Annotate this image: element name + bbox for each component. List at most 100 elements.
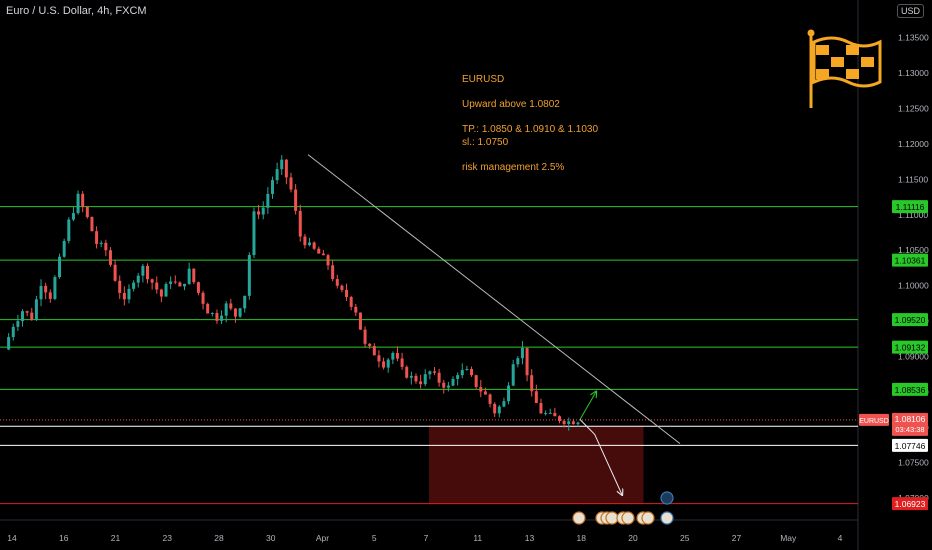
candle-body: [220, 315, 224, 321]
candle-body: [317, 248, 321, 254]
candle-body: [99, 242, 103, 244]
candle-body: [544, 413, 548, 415]
candle-body: [446, 385, 450, 388]
candle-body: [358, 312, 362, 330]
x-tick-label: 30: [266, 533, 276, 543]
trendline: [307, 154, 681, 445]
flag-cloth: [812, 36, 882, 88]
annotation-line: EURUSD: [462, 74, 504, 85]
annotation-line: risk management 2.5%: [462, 162, 564, 173]
annotation-line: Upward above 1.0802: [462, 99, 560, 110]
candle-body: [557, 416, 561, 421]
flag-check: [846, 69, 859, 79]
support-level-label-box: [892, 438, 928, 452]
candle-body: [312, 242, 316, 249]
event-icon: [621, 511, 635, 525]
candle-body: [169, 281, 173, 285]
event-icon: [641, 511, 655, 525]
y-tick-label: 1.11500: [898, 174, 928, 184]
candle-body: [104, 242, 108, 251]
x-tick-label: 27: [732, 533, 742, 543]
x-tick-label: 16: [59, 533, 69, 543]
candle-body: [534, 391, 538, 403]
stop-level-label-box: [892, 497, 928, 511]
candle-body: [391, 353, 395, 360]
candle-body: [146, 265, 149, 280]
candle-body: [270, 180, 274, 194]
candle-body: [192, 268, 196, 283]
flag-pole: [809, 36, 813, 108]
resistance-level-label: 1.09520: [895, 315, 926, 325]
event-flag-icons: [572, 491, 674, 525]
x-tick-label: 18: [577, 533, 587, 543]
y-tick-label: 1.10000: [898, 281, 929, 291]
candle-body: [382, 361, 386, 368]
candle-body: [525, 347, 529, 376]
candle-body: [433, 371, 436, 373]
flag-check: [861, 57, 874, 67]
candle-body: [113, 264, 117, 281]
candle-body: [62, 240, 66, 257]
event-icon: [605, 511, 619, 525]
candle-body: [81, 193, 85, 207]
flag-check: [816, 45, 829, 55]
event-icon: [572, 511, 586, 525]
projection-up-arrow: [579, 392, 596, 420]
current-symbol-box: [859, 413, 889, 426]
candle-body: [252, 211, 256, 255]
candle-body: [474, 375, 478, 388]
y-tick-label: 1.07500: [898, 458, 929, 468]
candle-body: [21, 311, 25, 322]
candle-body: [294, 189, 298, 211]
candle-body: [488, 394, 492, 404]
candle-body: [76, 193, 80, 214]
candle-body: [409, 375, 413, 378]
level-lines: [0, 206, 858, 505]
candle-body: [428, 371, 432, 375]
annotation-line: TP.: 1.0850 & 1.0910 & 1.1030: [462, 124, 598, 135]
candle-body: [159, 289, 163, 297]
candle-body: [465, 368, 469, 370]
candle-body: [479, 387, 483, 392]
candle-body: [298, 210, 302, 237]
candle-body: [419, 381, 423, 385]
y-tick-label: 1.12500: [898, 104, 929, 114]
resistance-level-label-box: [892, 313, 928, 327]
candle-body: [456, 375, 460, 379]
candle-body: [386, 359, 390, 368]
candle-body: [442, 382, 446, 388]
candle-body: [483, 391, 487, 395]
candle-body: [178, 282, 182, 287]
stop-zone: [429, 425, 644, 504]
annotation-text: EURUSD Upward above 1.0802 TP.: 1.0850 & 1…: [462, 74, 598, 173]
candle-body: [349, 296, 353, 307]
candle-body: [539, 402, 543, 414]
resistance-level-label: 1.08536: [895, 385, 926, 395]
candle-body: [562, 420, 566, 425]
candle-body: [520, 347, 524, 359]
candle-body: [395, 353, 399, 359]
x-tick-label: 21: [111, 533, 121, 543]
candle-body: [377, 355, 381, 362]
candle-body: [368, 343, 372, 347]
candle-body: [400, 358, 404, 367]
candle-body: [58, 256, 62, 278]
candle-body: [363, 329, 367, 344]
y-tick-label: 1.11000: [898, 210, 928, 220]
x-tick-label: 20: [628, 533, 638, 543]
candle-body: [164, 284, 168, 297]
y-tick-label: 1.10500: [898, 245, 929, 255]
projection-down-arrow: [579, 419, 622, 495]
event-icon: [660, 491, 674, 505]
candle-body: [303, 236, 307, 246]
candle-body: [308, 242, 312, 246]
candle-body: [405, 366, 409, 378]
candle-body: [141, 265, 145, 276]
candle-body: [118, 280, 122, 293]
candle-body: [229, 303, 233, 309]
x-tick-label: 25: [680, 533, 690, 543]
currency-button[interactable]: USD: [896, 4, 924, 18]
candle-body: [16, 321, 20, 327]
candle-body: [196, 282, 200, 293]
